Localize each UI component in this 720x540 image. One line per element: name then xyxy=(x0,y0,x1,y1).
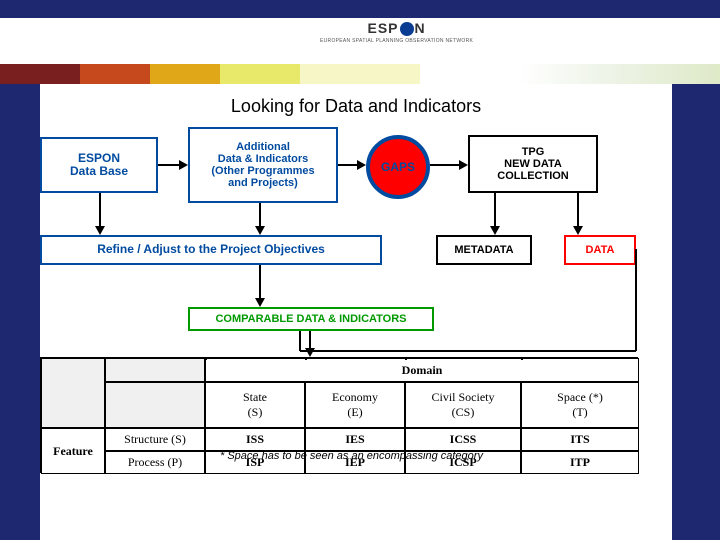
node-additional: AdditionalData & Indicators(Other Progra… xyxy=(188,127,338,203)
table-cell: Domain xyxy=(205,358,639,382)
logo-text-1: ESP xyxy=(368,20,399,36)
arrow-head-icon xyxy=(357,160,366,170)
table-cell: Feature xyxy=(41,428,105,474)
arrow-head-icon xyxy=(179,160,188,170)
logo-row: ESP N EUROPEAN SPATIAL PLANNING OBSERVATI… xyxy=(0,18,720,64)
table-cell xyxy=(305,358,307,360)
arrow-head-icon xyxy=(459,160,468,170)
table-cell: Economy(E) xyxy=(305,382,405,428)
connector-line xyxy=(635,249,637,351)
logo-subtitle: EUROPEAN SPATIAL PLANNING OBSERVATION NE… xyxy=(320,38,473,44)
node-refine: Refine / Adjust to the Project Objective… xyxy=(40,235,382,265)
table-cell: ITS xyxy=(521,428,639,451)
node-gaps: GAPS xyxy=(366,135,430,199)
band-segment xyxy=(80,64,150,84)
arrow-line xyxy=(309,331,311,349)
arrow-line xyxy=(99,193,101,227)
table-cell xyxy=(205,358,207,360)
content-area: Looking for Data and Indicators ESPONDat… xyxy=(40,90,672,528)
footnote-text: * Space has to be seen as an encompassin… xyxy=(220,450,483,462)
top-bar xyxy=(0,0,720,18)
arrow-line xyxy=(158,164,180,166)
color-band xyxy=(0,64,720,84)
table-cell: ICSS xyxy=(405,428,521,451)
node-data: DATA xyxy=(564,235,636,265)
arrow-head-icon xyxy=(573,226,583,235)
arrow-head-icon xyxy=(255,226,265,235)
band-segment xyxy=(420,64,520,84)
arrow-line xyxy=(494,193,496,227)
table-cell: State(S) xyxy=(205,382,305,428)
table-cell xyxy=(41,358,105,428)
table-cell xyxy=(105,358,205,382)
right-border xyxy=(672,84,720,540)
arrow-head-icon xyxy=(305,348,315,357)
band-segment xyxy=(0,64,80,84)
left-border xyxy=(0,84,40,540)
arrow-line xyxy=(259,265,261,299)
table-cell: ISS xyxy=(205,428,305,451)
band-segment xyxy=(220,64,300,84)
node-metadata: METADATA xyxy=(436,235,532,265)
arrow-line xyxy=(430,164,460,166)
node-comparable: COMPARABLE DATA & INDICATORS xyxy=(188,307,434,331)
connector-line xyxy=(299,331,301,351)
arrow-line xyxy=(259,203,261,227)
table-cell: Space (*)(T) xyxy=(521,382,639,428)
arrow-line xyxy=(338,164,358,166)
arrow-head-icon xyxy=(255,298,265,307)
arrow-head-icon xyxy=(95,226,105,235)
logo-dot-icon xyxy=(400,22,414,36)
table-cell: Process (P) xyxy=(105,451,205,474)
table-cell xyxy=(105,382,205,428)
arrow-line xyxy=(577,193,579,227)
band-map-bg xyxy=(520,64,720,84)
table-cell: ITP xyxy=(521,451,639,474)
node-espon: ESPONData Base xyxy=(40,137,158,193)
table-cell: Structure (S) xyxy=(105,428,205,451)
table-cell xyxy=(521,358,523,360)
espon-logo: ESP N EUROPEAN SPATIAL PLANNING OBSERVATI… xyxy=(320,20,473,44)
table-cell: Civil Society(CS) xyxy=(405,382,521,428)
table-cell xyxy=(405,358,407,360)
table-cell: IES xyxy=(305,428,405,451)
connector-line xyxy=(300,350,636,352)
logo-text-2: N xyxy=(415,20,426,36)
page-title: Looking for Data and Indicators xyxy=(40,90,672,127)
node-tpg: TPGNEW DATACOLLECTION xyxy=(468,135,598,193)
arrow-head-icon xyxy=(490,226,500,235)
band-segment xyxy=(150,64,220,84)
band-segment xyxy=(300,64,420,84)
